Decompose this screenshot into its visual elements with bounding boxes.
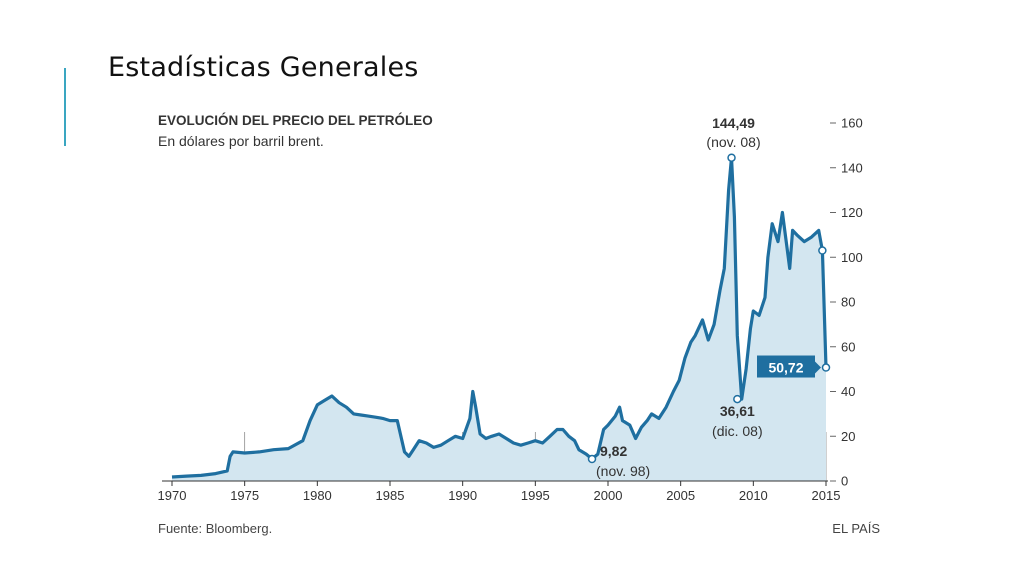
nov98-value-label: 9,82: [600, 443, 627, 459]
title-accent-bar: [64, 68, 66, 146]
peak-marker: [727, 153, 736, 162]
last-value-box-pointer: [815, 361, 821, 374]
x-tick-label-2010: 2010: [739, 488, 768, 503]
last-value-label: 50,72: [768, 360, 803, 376]
y-tick-label-40: 40: [841, 384, 855, 399]
x-tick-label-1970: 1970: [158, 488, 187, 503]
dec08-value-label: 36,61: [720, 403, 755, 419]
nov98-marker: [587, 454, 597, 464]
x-tick-label-1995: 1995: [521, 488, 550, 503]
x-tick-label-2015: 2015: [812, 488, 841, 503]
dec08-date-label: (dic. 08): [712, 423, 763, 439]
chart-credit: EL PAÍS: [832, 521, 880, 536]
y-tick-label-120: 120: [841, 205, 863, 220]
x-tick-label-2005: 2005: [666, 488, 695, 503]
dec08-marker: [733, 394, 742, 404]
series-line: [171, 156, 828, 479]
last-value-marker: [821, 363, 831, 372]
x-tick-label-2000: 2000: [594, 488, 623, 503]
y-tick-label-60: 60: [841, 339, 855, 354]
slide-title: Estadísticas Generales: [108, 52, 419, 83]
y-tick-label-140: 140: [841, 160, 863, 175]
chart-title: EVOLUCIÓN DEL PRECIO DEL PETRÓLEO: [158, 113, 433, 128]
mid2014-marker: [818, 246, 827, 255]
axis-layer: 1970 1975 1980 1985 1990 1995 2000 2005 2010 2015…: [158, 116, 863, 504]
y-tick-label-20: 20: [841, 429, 855, 444]
x-tick-label-1990: 1990: [448, 488, 477, 503]
nov98-date-label: (nov. 98): [596, 463, 650, 479]
y-tick-label-100: 100: [841, 250, 863, 265]
chart-subtitle: En dólares por barril brent.: [158, 133, 324, 149]
y-tick-label-80: 80: [841, 295, 855, 310]
peak-value-label: 144,49: [712, 115, 755, 131]
x-tick-label-1980: 1980: [303, 488, 332, 503]
x-tick-label-1985: 1985: [376, 488, 405, 503]
annotation-layer: 144,49 (nov. 08) 36,61 (dic. 08) 9,82 (nov. 9…: [587, 115, 831, 479]
peak-date-label: (nov. 08): [706, 134, 760, 150]
area-layer: [171, 156, 828, 481]
x-tick-label-1975: 1975: [230, 488, 259, 503]
last-value-box: [757, 355, 815, 378]
chart-source: Fuente: Bloomberg.: [158, 521, 272, 536]
y-tick-label-0: 0: [841, 474, 848, 489]
y-tick-label-160: 160: [841, 116, 863, 131]
